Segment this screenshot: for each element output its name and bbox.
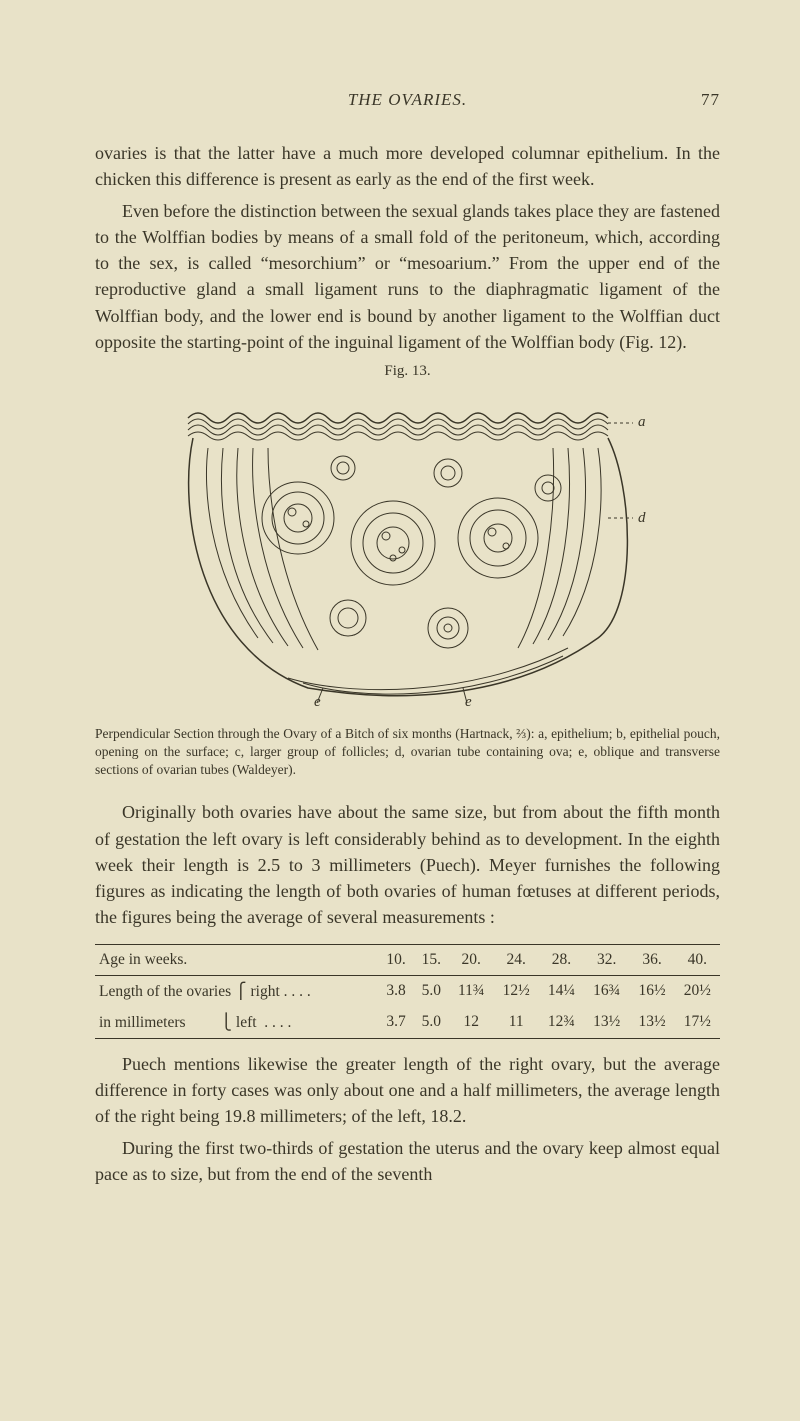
cell: 5.0	[414, 1007, 449, 1039]
col-header: 32.	[584, 944, 629, 975]
label-d: d	[638, 510, 646, 526]
ovary-length-table: Age in weeks. 10. 15. 20. 24. 28. 32. 36…	[95, 944, 720, 1039]
label-a: a	[638, 414, 646, 430]
figure-13: a d e e	[95, 388, 720, 713]
row-label: Length of the ovaries ⎧ right . . . .	[95, 975, 378, 1007]
table-row: in millimeters ⎩ left . . . . 3.7 5.0 12…	[95, 1007, 720, 1039]
cell: 17½	[675, 1007, 720, 1039]
cell: 11	[494, 1007, 539, 1039]
figure-legend: Perpendicular Section through the Ovary …	[95, 725, 720, 780]
cell: 3.8	[378, 975, 413, 1007]
paragraph-2: Even before the distinction between the …	[95, 198, 720, 355]
paragraph-5: During the first two-thirds of gestation…	[95, 1135, 720, 1187]
cell: 14¼	[539, 975, 584, 1007]
table-header-row: Age in weeks. 10. 15. 20. 24. 28. 32. 36…	[95, 944, 720, 975]
cell: 12¾	[539, 1007, 584, 1039]
col-header: 24.	[494, 944, 539, 975]
table-header-label: Age in weeks.	[95, 944, 378, 975]
cell: 16½	[629, 975, 674, 1007]
table-row: Length of the ovaries ⎧ right . . . . 3.…	[95, 975, 720, 1007]
cell: 5.0	[414, 975, 449, 1007]
page-number: 77	[701, 90, 720, 110]
running-header: THE OVARIES. 77	[95, 90, 720, 110]
ovary-section-illustration: a d e e	[168, 388, 648, 708]
cell: 12½	[494, 975, 539, 1007]
paragraph-1: ovaries is that the latter have a much m…	[95, 140, 720, 192]
cell: 3.7	[378, 1007, 413, 1039]
figure-caption: Fig. 13.	[95, 363, 720, 380]
col-header: 40.	[675, 944, 720, 975]
col-header: 36.	[629, 944, 674, 975]
paragraph-3: Originally both ovaries have about the s…	[95, 799, 720, 929]
cell: 12	[449, 1007, 494, 1039]
running-title: THE OVARIES.	[348, 90, 467, 110]
col-header: 10.	[378, 944, 413, 975]
col-header: 20.	[449, 944, 494, 975]
cell: 13½	[629, 1007, 674, 1039]
col-header: 15.	[414, 944, 449, 975]
col-header: 28.	[539, 944, 584, 975]
cell: 16¾	[584, 975, 629, 1007]
cell: 20½	[675, 975, 720, 1007]
cell: 13½	[584, 1007, 629, 1039]
paragraph-4: Puech mentions likewise the greater leng…	[95, 1051, 720, 1129]
row-label: in millimeters ⎩ left . . . .	[95, 1007, 378, 1039]
label-e-right: e	[465, 694, 472, 708]
label-e-left: e	[314, 694, 321, 708]
cell: 11¾	[449, 975, 494, 1007]
